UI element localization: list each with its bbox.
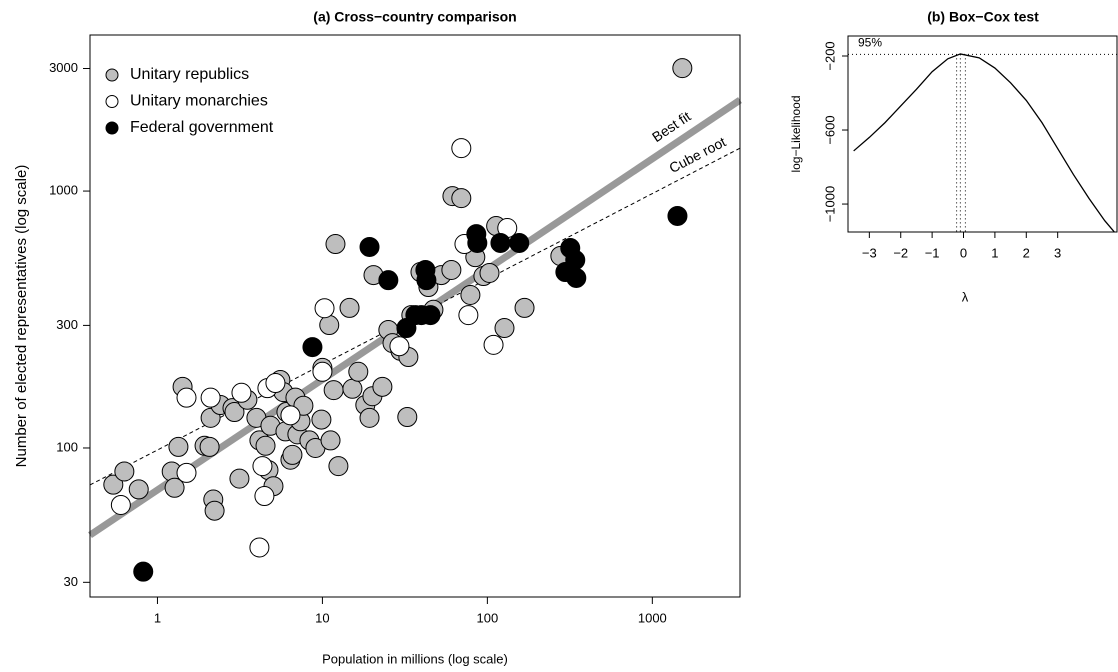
data-point (229, 468, 250, 489)
data-point (255, 435, 276, 456)
data-point (483, 334, 504, 355)
data-point (565, 250, 586, 271)
chart-title: (a) Cross−country comparison (313, 9, 516, 25)
x-tick-label: −2 (893, 245, 908, 260)
data-point (467, 232, 488, 253)
y-tick-label: 3000 (49, 60, 78, 75)
data-point (312, 361, 333, 382)
data-point (458, 305, 479, 326)
legend-label: Federal government (130, 119, 274, 136)
x-axis-label: Population in millions (log scale) (322, 651, 508, 666)
data-point (348, 361, 369, 382)
data-point (416, 270, 437, 291)
data-point (103, 474, 124, 495)
y-tick-label: −600 (822, 115, 837, 144)
legend-symbol (105, 68, 119, 82)
plot-frame (89, 34, 741, 598)
y-tick-label: 1000 (49, 183, 78, 198)
data-point (328, 456, 349, 477)
y-tick-label: −1000 (822, 186, 837, 223)
data-point (460, 284, 481, 305)
y-tick-label: 30 (64, 574, 78, 589)
data-point (311, 409, 332, 430)
x-tick-label: 3 (1054, 245, 1061, 260)
data-point (176, 462, 197, 483)
legend-symbol (105, 95, 119, 108)
data-point (378, 270, 399, 291)
data-point (323, 380, 344, 401)
legend-label: Unitary monarchies (130, 93, 268, 110)
data-point (667, 205, 688, 226)
x-tick-label: 1 (991, 245, 998, 260)
y-axis-label: log−Likelihood (789, 95, 803, 172)
data-point (372, 376, 393, 397)
data-point (282, 444, 303, 465)
data-point (128, 479, 149, 500)
x-tick-label: 1000 (638, 610, 667, 625)
likelihood-curve (853, 53, 1115, 233)
data-point (339, 297, 360, 318)
data-point (319, 315, 340, 336)
data-point (110, 494, 131, 515)
x-tick-label: 100 (477, 610, 499, 625)
data-point (359, 407, 380, 428)
data-point (133, 561, 154, 582)
data-point (320, 430, 341, 451)
data-point (199, 436, 220, 457)
data-point (265, 373, 286, 394)
x-tick-label: 0 (960, 245, 967, 260)
data-point (280, 405, 301, 426)
legend-symbol (105, 121, 119, 135)
y-tick-label: 300 (56, 317, 78, 332)
data-point (490, 232, 511, 253)
data-point (204, 500, 225, 521)
x-tick-label: −1 (925, 245, 940, 260)
data-point (479, 262, 500, 283)
data-point (254, 486, 275, 507)
data-point (231, 382, 252, 403)
data-point (451, 138, 472, 159)
x-tick-label: 1 (154, 610, 161, 625)
x-tick-label: −3 (862, 245, 877, 260)
data-point (249, 537, 270, 558)
data-point (514, 297, 535, 318)
data-point (359, 236, 380, 257)
data-point (252, 456, 273, 477)
data-point (509, 232, 530, 253)
x-tick-label: 2 (1023, 245, 1030, 260)
data-point (397, 407, 418, 428)
data-point (314, 298, 335, 319)
plot-frame (847, 35, 1118, 233)
data-point (325, 234, 346, 255)
data-point (389, 336, 410, 357)
data-point (168, 436, 189, 457)
data-point (302, 337, 323, 358)
data-point (420, 305, 441, 326)
data-point (342, 378, 363, 399)
data-point (164, 477, 185, 498)
data-point (672, 58, 693, 79)
data-point (566, 267, 587, 288)
data-point (441, 259, 462, 280)
data-point (114, 461, 135, 482)
data-point (451, 188, 472, 209)
legend-label: Unitary republics (130, 66, 249, 83)
y-axis-label: Number of elected representatives (log s… (13, 165, 30, 468)
x-axis-label: λ (962, 289, 969, 304)
chart-title: (b) Box−Cox test (927, 9, 1039, 25)
data-point (176, 387, 197, 408)
data-point (224, 402, 245, 423)
data-point (494, 318, 515, 339)
y-tick-label: 100 (56, 439, 78, 454)
x-tick-label: 10 (315, 610, 329, 625)
data-point (200, 387, 221, 408)
y-tick-label: −200 (822, 41, 837, 70)
ci-label: 95% (858, 35, 882, 49)
